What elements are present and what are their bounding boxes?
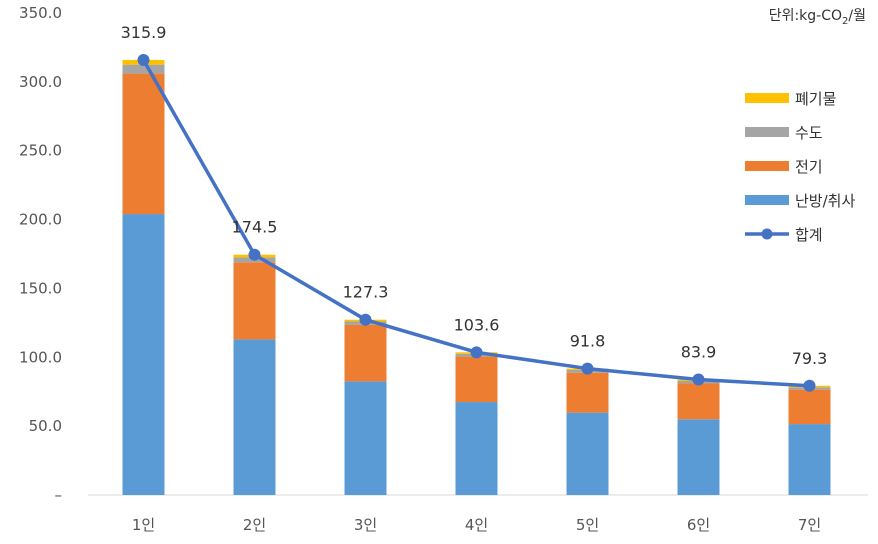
- legend-swatch: [745, 195, 789, 205]
- total-line-point: [470, 346, 483, 359]
- x-category-label: 3인: [354, 516, 377, 534]
- y-tick-label: 50.0: [29, 417, 62, 435]
- y-tick-label: 300.0: [19, 73, 62, 91]
- y-tick-label: 250.0: [19, 142, 62, 160]
- bars: [122, 59, 831, 495]
- total-line-point: [803, 379, 816, 392]
- x-category-label: 1인: [132, 516, 155, 534]
- data-label: 83.9: [681, 342, 717, 361]
- data-labels: 315.9 174.5 127.3 103.6 91.8 83.9 79.3: [121, 23, 828, 368]
- x-category-label: 2인: [243, 516, 266, 534]
- x-category-label: 5인: [576, 516, 599, 534]
- bar-segment: [344, 381, 387, 495]
- x-category-label: 7인: [798, 516, 821, 534]
- total-line-point: [248, 248, 261, 261]
- legend-label: 전기: [795, 158, 823, 176]
- total-line-point: [581, 362, 594, 375]
- bar-segment: [455, 402, 498, 495]
- legend-label: 수도: [795, 124, 823, 142]
- legend-swatch: [745, 161, 789, 171]
- unit-label-main: 단위:kg-CO: [769, 8, 842, 24]
- data-label: 91.8: [570, 332, 606, 351]
- bar-segment: [788, 389, 831, 425]
- y-tick-label: –: [55, 486, 63, 504]
- total-line-point: [137, 53, 150, 66]
- legend-label: 폐기물: [795, 90, 836, 108]
- x-axis-categories: 1인 2인 3인 4인 5인 6인 7인: [132, 516, 821, 534]
- bar-segment: [677, 419, 720, 495]
- y-tick-label: 150.0: [19, 279, 62, 297]
- bar-segment: [233, 339, 276, 495]
- bar-segment: [677, 383, 720, 420]
- y-tick-label: 100.0: [19, 348, 62, 366]
- bar-segment: [788, 424, 831, 495]
- bar-segment: [122, 214, 165, 495]
- total-line: [137, 53, 816, 392]
- data-label: 79.3: [792, 349, 828, 368]
- legend-line-marker: [761, 228, 773, 240]
- unit-label-subscript: 2: [842, 16, 848, 27]
- data-label: 127.3: [343, 283, 389, 302]
- bar-segment: [566, 372, 609, 413]
- y-tick-label: 200.0: [19, 211, 62, 229]
- total-line-point: [359, 313, 372, 326]
- bar-segment: [455, 356, 498, 403]
- unit-label-suffix: /월: [848, 8, 866, 24]
- bar-segment: [566, 412, 609, 495]
- legend-label: 난방/취사: [795, 192, 855, 210]
- legend-swatch: [745, 127, 789, 137]
- data-label: 315.9: [121, 23, 167, 42]
- bar-segment: [344, 324, 387, 382]
- data-label: 103.6: [454, 315, 500, 334]
- bar-segment: [122, 73, 165, 215]
- unit-label: 단위:kg-CO2/월: [769, 8, 866, 27]
- x-category-label: 4인: [465, 516, 488, 534]
- legend-label: 합계: [795, 226, 823, 244]
- bar-segment: [122, 64, 165, 74]
- total-line-point: [692, 373, 705, 386]
- x-category-label: 6인: [687, 516, 710, 534]
- data-label: 174.5: [232, 218, 278, 237]
- y-axis-ticks: – 50.0 100.0 150.0 200.0 250.0 300.0 350.0: [19, 4, 62, 504]
- bar-segment: [233, 262, 276, 340]
- legend-swatch: [745, 93, 789, 103]
- y-tick-label: 350.0: [19, 4, 62, 22]
